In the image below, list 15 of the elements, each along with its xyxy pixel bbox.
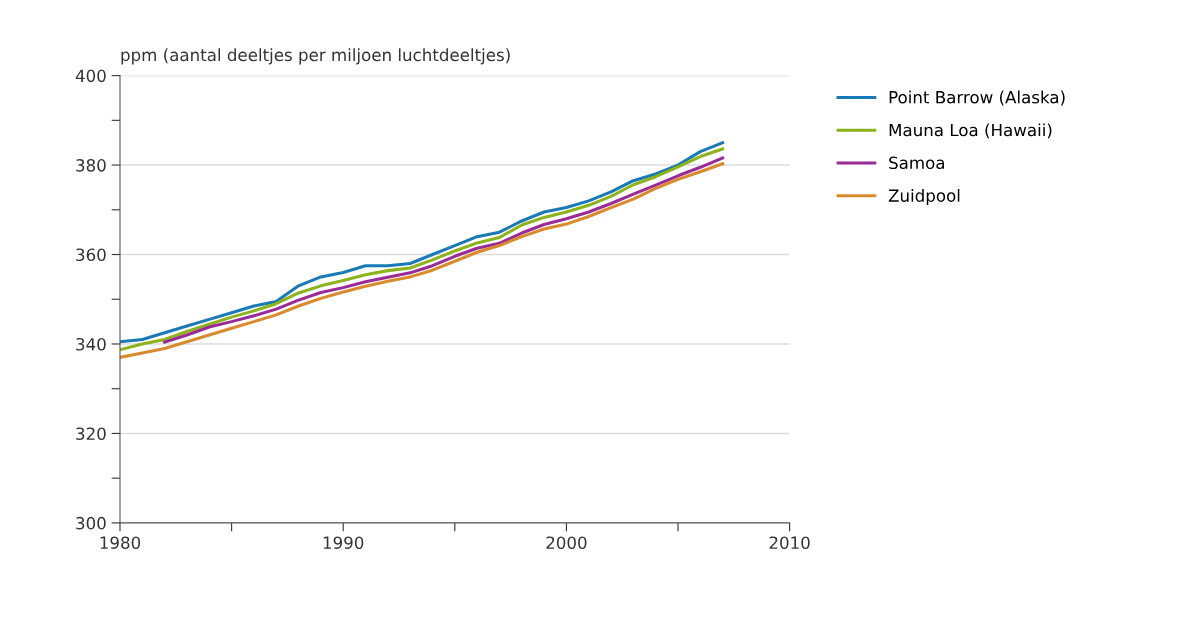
- legend-label: Mauna Loa (Hawaii): [889, 123, 1052, 139]
- legend-label: Point Barrow (Alaska): [889, 90, 1065, 106]
- legend-label: Zuidpool: [888, 188, 960, 206]
- y-tick-label: 340: [76, 337, 106, 351]
- y-tick-label: 380: [76, 159, 106, 172]
- y-tick-label: 320: [76, 427, 106, 441]
- legend-label: Samoa: [889, 156, 945, 170]
- y-axis-title: ppm (aantal deeltjes per miljoen luchtdeeltjes): [121, 48, 510, 65]
- x-tick-label: 2010: [769, 536, 810, 549]
- y-tick-label: 400: [75, 69, 106, 83]
- x-tick-label: 1980: [100, 536, 141, 549]
- y-tick-label: 360: [76, 248, 106, 262]
- x-tick-label: 2000: [546, 536, 587, 549]
- x-tick-label: 1990: [323, 536, 364, 549]
- y-tick-label: 300: [76, 516, 106, 530]
